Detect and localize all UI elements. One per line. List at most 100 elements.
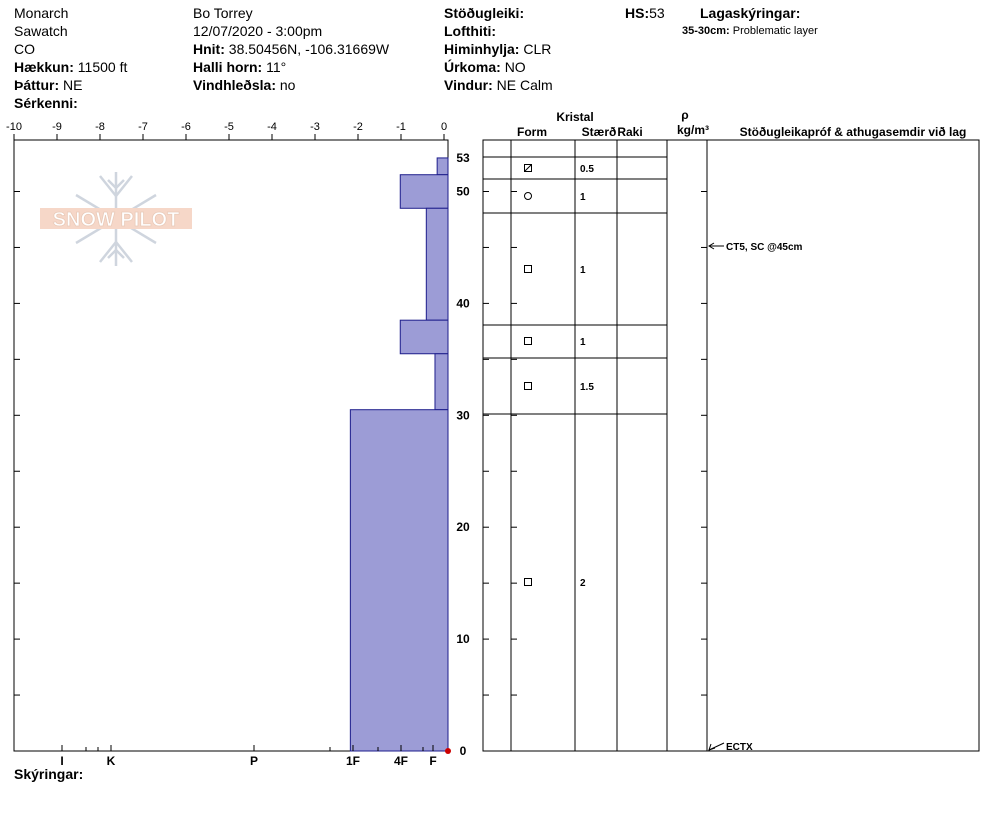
elevation-value: 11500 ft [77,59,128,75]
hardness-bar [399,319,449,355]
ground-marker [445,748,451,754]
wind-loading-label: Vindhleðsla: [193,77,276,93]
layer-note-range: 35-30cm: [682,25,730,37]
comments-label: Skýringar: [14,766,84,782]
grain-size-label: 1 [580,337,586,348]
air-temp-label: Lofthiti: [444,23,497,39]
coords-row: Hnit: 38.50456N, -106.31669W [193,40,389,58]
hardness-tick-label: P [250,754,258,768]
grain-size-label: 1 [580,265,586,276]
datetime: 12/07/2020 - 3:00pm [193,23,323,39]
grain-form-facets-icon [524,337,532,345]
temp-tick-label: -9 [52,121,62,133]
depth-tick-label: 30 [456,408,470,422]
hardness-bar [425,207,449,321]
hardness-tick-label: I [60,754,63,768]
wind-loading-row: Vindhleðsla: no [193,76,389,94]
logo-band [40,208,192,229]
header-col-2: Bo Torrey 12/07/2020 - 3:00pm Hnit: 38.5… [193,4,389,94]
precip-row: Úrkoma: NO [444,58,553,76]
aspect-row: Þáttur: NE [14,76,127,94]
temp-tick-label: -10 [6,121,22,133]
depth-tick-label: 20 [456,520,470,534]
snowpilot-logo: SNOW PILOT [40,172,192,266]
depth-tick-label: 0 [460,744,467,758]
grain-table: Kristal Form Stærð Raki ρ kg/m³ Stöðugle… [482,108,980,753]
temp-tick-label: -6 [181,121,191,133]
grain-size-label: 1 [580,192,586,203]
air-temp-row: Lofthiti: [444,22,553,40]
temp-tick-label: 0 [441,121,447,133]
mountain-range: Sawatch [14,23,68,39]
wind-label: Vindur: [444,77,493,93]
coords-value: 38.50456N, -106.31669W [228,41,390,57]
layer-note: 35-30cm: Problematic layer [682,22,818,40]
stability-test-label: ECTX [726,742,753,753]
header-crystal: Kristal [556,110,593,124]
observer: Bo Torrey [193,5,253,21]
header-rho: ρ [681,108,688,122]
aspect-label: Þáttur: [14,77,60,93]
grain-form-rounded-icon [524,192,532,200]
layer-notes-label: Lagaskýringar: [700,4,800,22]
elevation-row: Hækkun: 11500 ft [14,58,127,76]
grain-form-facets-icon [524,265,532,273]
coords-label: Hnit: [193,41,225,57]
hardness-bar [349,409,449,752]
depth-tick-label: 10 [456,632,470,646]
sky-value: CLR [523,41,552,57]
sky-label: Himinhylja: [444,41,520,57]
header-density-unit: kg/m³ [677,123,709,137]
grain-form-slash [524,164,532,172]
temp-tick-label: -2 [353,121,363,133]
stability-test-label: CT5, SC @45cm [726,242,803,253]
comments-row: Skýringar: [14,765,83,783]
hardness-bar [399,174,449,209]
slope-row: Halli horn: 11° [193,58,389,76]
temp-tick-label: -1 [396,121,406,133]
aspect-value: NE [63,77,83,93]
grain-table-frame [482,139,980,752]
stability-label: Stöðugleiki: [444,5,525,21]
layer-note-text: Problematic layer [732,25,818,37]
hardness-tick-label: 1F [346,754,360,768]
slope-value: 11° [266,59,287,75]
header-col-1: Monarch Sawatch CO Hækkun: 11500 ft Þátt… [14,4,127,112]
layer-notes-title: Lagaskýringar: [700,5,801,21]
hardness-tick-label: K [107,754,116,768]
features-label: Sérkenni: [14,95,78,111]
test-pointer-arrow [708,743,716,751]
header-size: Stærð [582,125,617,139]
hardness-bar [434,353,449,411]
test-pointer-arrow [708,242,715,250]
hs-label: HS: [625,5,650,21]
hs-value: 53 [649,5,665,21]
wind-value: NE Calm [496,77,553,93]
hardness-tick-label: F [429,754,436,768]
hs-row: HS:53 [625,4,665,22]
temp-tick-label: -8 [95,121,105,133]
grain-form-facets-icon [524,382,532,390]
location: Monarch [14,5,69,21]
depth-tick-label: 40 [456,296,470,310]
hardness-tick-label: 4F [394,754,408,768]
stability-row: Stöðugleiki: [444,4,553,22]
header-moisture: Raki [617,125,642,139]
hardness-bar [436,157,449,176]
wind-loading-value: no [279,77,296,93]
elevation-label: Hækkun: [14,59,74,75]
grain-size-label: 2 [580,578,586,589]
depth-tick-label: 53 [456,151,470,165]
precip-label: Úrkoma: [444,59,501,75]
header-tests: Stöðugleikapróf & athugasemdir við lag [740,125,967,139]
grain-form-facets-icon [524,164,532,172]
temp-tick-label: -5 [224,121,234,133]
grain-size-label: 1.5 [580,382,594,393]
temp-tick-label: -3 [310,121,320,133]
wind-row: Vindur: NE Calm [444,76,553,94]
header-col-3: Stöðugleiki: Lofthiti: Himinhylja: CLR Ú… [444,4,553,94]
sky-row: Himinhylja: CLR [444,40,553,58]
state: CO [14,41,35,57]
temp-tick-label: -4 [267,121,277,133]
